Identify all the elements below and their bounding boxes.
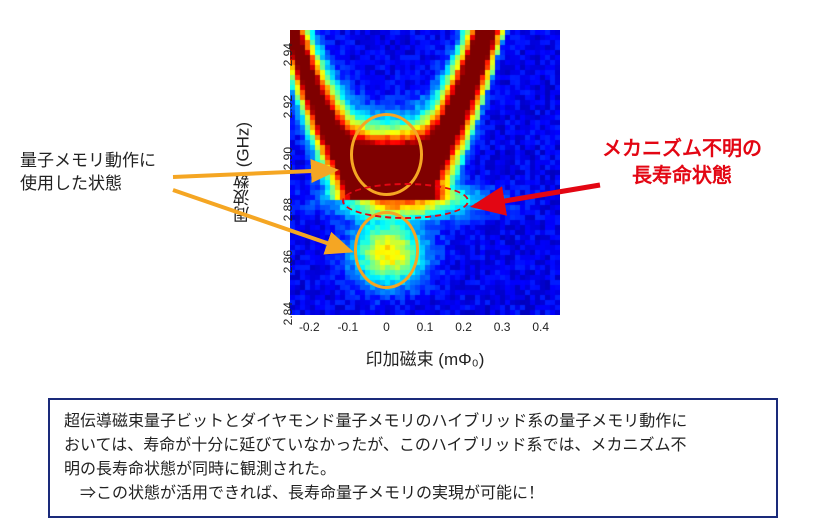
x-tick: 0.4 xyxy=(532,320,549,334)
figure-area: 印加磁束 (mΦ₀) 周波数 (GHz) -0.2 -0.1 0 0.1 0.2 0.3 0… xyxy=(0,10,826,380)
y-tick: 2.84 xyxy=(281,302,295,332)
caption-line2: おいては、寿命が十分に延びていなかったが、このハイブリッド系では、メカニズム不 xyxy=(64,437,687,454)
x-tick: 0 xyxy=(383,320,390,334)
y-tick: 2.94 xyxy=(281,43,295,73)
x-axis-label: 印加磁束 (mΦ₀) xyxy=(290,345,560,370)
red-dashed-ellipse xyxy=(342,183,469,219)
x-tick: -0.1 xyxy=(338,320,359,334)
annotation-left-line1: 量子メモリ動作に xyxy=(20,151,156,170)
y-tick: 2.92 xyxy=(281,95,295,125)
caption-line1: 超伝導磁束量子ビットとダイヤモンド量子メモリのハイブリッド系の量子メモリ動作に xyxy=(64,413,687,430)
heatmap-plot xyxy=(290,30,560,315)
y-axis-label: 周波数 (GHz) xyxy=(232,30,254,315)
y-tick: 2.86 xyxy=(281,250,295,280)
x-tick: 0.1 xyxy=(417,320,434,334)
x-tick: 0.3 xyxy=(494,320,511,334)
caption-line3: 明の長寿命状態が同時に観測された。 xyxy=(64,461,336,478)
annotation-left: 量子メモリ動作に 使用した状態 xyxy=(20,150,156,196)
annotation-right-line1: メカニズム不明の xyxy=(602,138,762,160)
heatmap-canvas xyxy=(290,30,560,315)
caption-box: 超伝導磁束量子ビットとダイヤモンド量子メモリのハイブリッド系の量子メモリ動作に … xyxy=(48,398,778,518)
annotation-right: メカニズム不明の 長寿命状態 xyxy=(602,136,762,190)
caption-line4: ⇒この状態が活用できれば、長寿命量子メモリの実現が可能に！ xyxy=(64,485,544,502)
orange-lower-ellipse xyxy=(354,211,420,289)
x-tick: 0.2 xyxy=(455,320,472,334)
x-tick: -0.2 xyxy=(299,320,320,334)
y-tick: 2.88 xyxy=(281,198,295,228)
y-tick: 2.90 xyxy=(281,147,295,177)
annotation-right-line2: 長寿命状態 xyxy=(632,165,732,187)
annotation-left-line2: 使用した状態 xyxy=(20,174,122,193)
